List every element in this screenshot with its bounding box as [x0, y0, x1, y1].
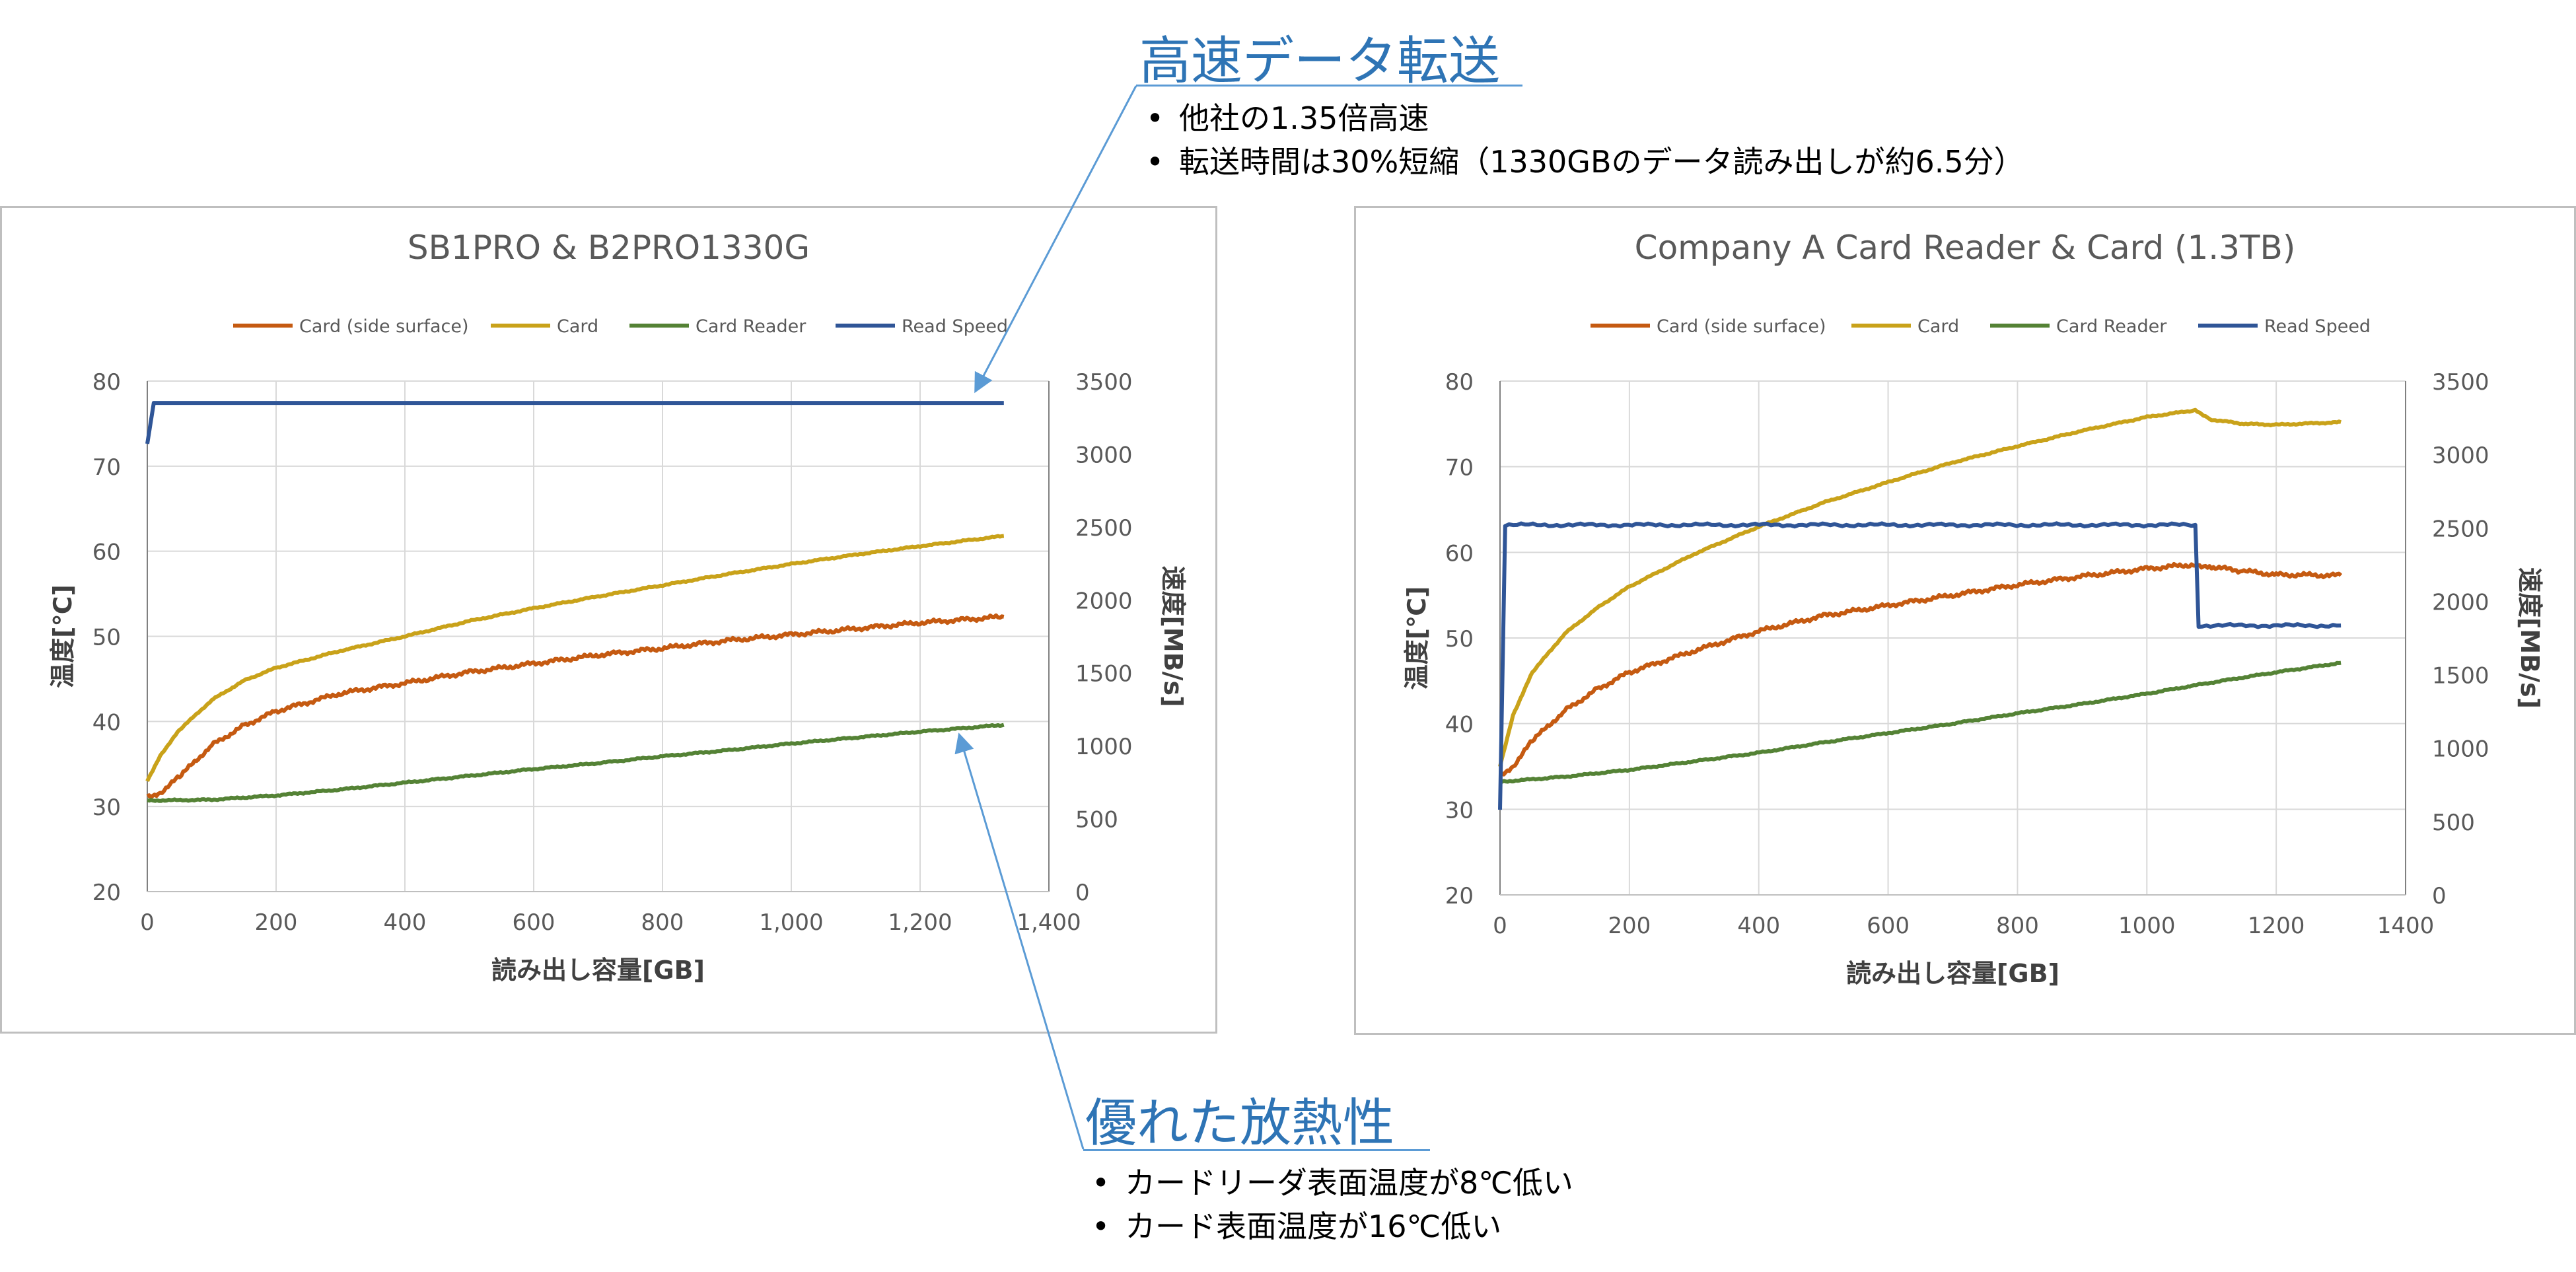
chart-panel-right: Company A Card Reader & Card (1.3TB) 20 30…	[1354, 206, 2576, 1035]
y2-tick-label: 1500	[2432, 663, 2489, 689]
chart-sb1pro: SB1PRO & B2PRO1330G203040506070800500100…	[48, 229, 1188, 985]
y-tick-label: 30	[92, 795, 121, 821]
y-tick-label: 50	[1445, 626, 1474, 653]
x-tick-label: 600	[1867, 913, 1910, 939]
x-tick-label: 1,200	[888, 909, 952, 936]
heat-callout: 優れた放熱性	[1085, 1082, 1394, 1156]
y-tick-label: 80	[1445, 369, 1474, 396]
x-tick-label: 1,000	[759, 909, 823, 936]
heat-bullets: カードリーダ表面温度が8℃低い カード表面温度が16℃低い	[1092, 1161, 1573, 1248]
gridlines	[147, 380, 1050, 892]
heat-callout-title: 優れた放熱性	[1085, 1094, 1395, 1153]
x-tick-label: 600	[513, 909, 555, 936]
y-tick-label: 60	[92, 540, 121, 566]
y2-tick-label: 3000	[1075, 442, 1133, 468]
chart-title: SB1PRO & B2PRO1330G	[408, 229, 810, 267]
series-line-card	[145, 534, 1005, 783]
x-tick-label: 200	[1608, 913, 1651, 939]
heat-bullet-1: カードリーダ表面温度が8℃低い	[1092, 1161, 1573, 1205]
legend-label: Card (side surface)	[1657, 316, 1826, 337]
x-tick-label: 0	[1493, 913, 1507, 939]
x-tick-label: 1,400	[1017, 909, 1081, 936]
legend-label: Read Speed	[902, 316, 1008, 337]
speed-callout-title: 高速データ転送	[1139, 32, 1501, 91]
x-tick-label: 800	[641, 909, 684, 936]
speed-bullet-2: 転送時間は30%短縮（1330GBのデータ読み出しが約6.5分）	[1146, 140, 2024, 184]
y-tick-label: 20	[92, 880, 121, 906]
x-tick-label: 400	[1737, 913, 1780, 939]
legend-label: Card	[557, 316, 598, 337]
speed-callout-body: 他社の1.35倍高速 転送時間は30%短縮（1330GBのデータ読み出しが約6.…	[1146, 96, 2024, 184]
y2-tick-label: 0	[2432, 883, 2447, 909]
x-tick-label: 0	[140, 909, 155, 936]
chart-panel-left: SB1PRO & B2PRO1330G 20 30 40 50 60 70 80 0 500 100…	[0, 206, 1217, 1034]
x-tick-label: 400	[384, 909, 427, 936]
series-line-read-speed	[145, 401, 1004, 444]
heat-callout-body: カードリーダ表面温度が8℃低い カード表面温度が16℃低い	[1092, 1161, 1573, 1248]
x-tick-label: 1200	[2248, 913, 2305, 939]
y2-tick-label: 3500	[2432, 369, 2489, 396]
y2-tick-label: 3000	[2432, 442, 2489, 469]
y2-tick-label: 3500	[1075, 369, 1133, 396]
y-tick-label: 70	[92, 454, 121, 481]
chart-company-a: Company A Card Reader & Card (1.3TB) 20 30…	[1402, 229, 2544, 988]
y-tick-label: 40	[92, 709, 121, 736]
series-line-read-speed	[1498, 521, 2342, 810]
y2-tick-label: 2000	[2432, 589, 2489, 616]
y2-tick-label: 2500	[1075, 515, 1133, 542]
legend: Card (side surface) Card Card Reader Read S…	[233, 316, 1008, 337]
speed-bullets: 他社の1.35倍高速 転送時間は30%短縮（1330GBのデータ読み出しが約6.…	[1146, 96, 2024, 184]
y2-tick-label: 1500	[1075, 661, 1133, 688]
gridlines	[1499, 380, 2406, 896]
legend-label: Card (side surface)	[299, 316, 469, 337]
series-line-card-side	[1498, 562, 2343, 777]
y2-axis-label: 速度[MB/s]	[2515, 567, 2544, 709]
legend: Card (side surface) Card Card Reader Read S…	[1591, 316, 2371, 337]
y2-tick-label: 2500	[2432, 516, 2489, 542]
legend-label: Read Speed	[2264, 316, 2371, 337]
y-tick-label: 60	[1445, 540, 1474, 567]
y-tick-label: 40	[1445, 712, 1474, 738]
x-tick-label: 200	[255, 909, 298, 936]
speed-callout: 高速データ転送	[1139, 20, 1500, 94]
speed-callout-underline	[1136, 85, 1522, 87]
chart-title: Company A Card Reader & Card (1.3TB)	[1635, 229, 2296, 267]
legend-label: Card Reader	[2056, 316, 2167, 337]
y-tick-label: 80	[92, 369, 121, 396]
y-tick-label: 20	[1445, 883, 1474, 909]
x-tick-label: 800	[1996, 913, 2039, 939]
y2-tick-label: 0	[1075, 880, 1090, 906]
y-axis-label: 温度[℃]	[48, 584, 77, 688]
series-line-card-reader	[147, 723, 1005, 803]
y-tick-label: 30	[1445, 797, 1474, 824]
heat-bullet-2: カード表面温度が16℃低い	[1092, 1205, 1573, 1248]
y2-tick-label: 500	[2432, 810, 2475, 836]
y2-axis-label: 速度[MB/s]	[1159, 565, 1188, 707]
y2-tick-label: 1000	[2432, 736, 2489, 763]
x-axis-label: 読み出し容量[GB]	[1846, 959, 2059, 988]
speed-bullet-1: 他社の1.35倍高速	[1146, 96, 2024, 140]
x-tick-label: 1000	[2118, 913, 2176, 939]
x-axis-label: 読み出し容量[GB]	[491, 956, 705, 985]
series-line-card-side	[146, 613, 1005, 800]
legend-label: Card Reader	[696, 316, 806, 337]
series-line-card	[1498, 407, 2342, 767]
heat-callout-underline	[1083, 1149, 1430, 1151]
legend-label: Card	[1917, 316, 1959, 337]
y-tick-label: 70	[1445, 455, 1474, 481]
y2-tick-label: 1000	[1075, 734, 1133, 760]
x-tick-label: 1400	[2377, 913, 2435, 939]
series-line-card-reader	[1499, 660, 2342, 784]
y-axis-label: 温度[℃]	[1402, 586, 1431, 690]
y2-tick-label: 500	[1075, 807, 1118, 833]
y2-tick-label: 2000	[1075, 588, 1133, 614]
y-tick-label: 50	[92, 625, 121, 651]
